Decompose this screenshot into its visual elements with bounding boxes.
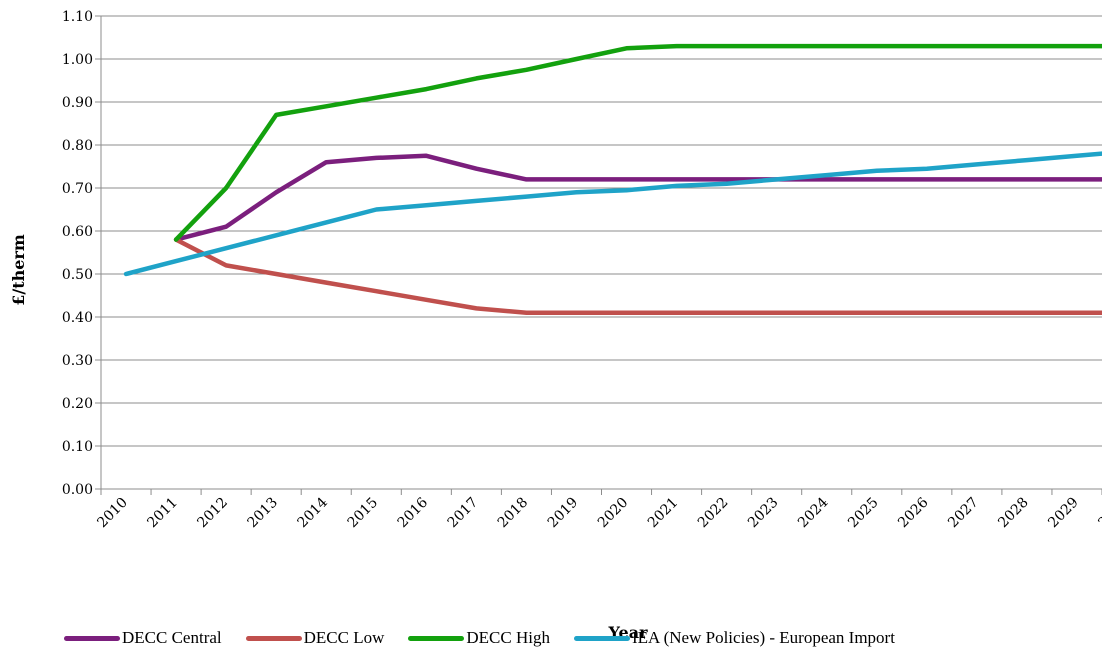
x-tick-label: 2030 xyxy=(1095,495,1102,532)
x-tick-label: 2010 xyxy=(94,495,131,532)
legend-swatch xyxy=(64,635,120,641)
y-tick-label: 0.50 xyxy=(62,267,93,283)
x-tick-label: 2020 xyxy=(595,495,632,532)
x-tick-label: 2018 xyxy=(495,495,532,532)
y-tick-label: 0.40 xyxy=(62,310,93,326)
x-tick-label: 2019 xyxy=(545,495,582,532)
x-tick-label: 2021 xyxy=(645,495,682,532)
x-tick-label: 2026 xyxy=(895,494,932,531)
gridlines xyxy=(100,15,1102,490)
x-tick-label: 2013 xyxy=(244,495,281,532)
y-tick-label: 0.90 xyxy=(62,95,93,111)
y-tick-label: 0.80 xyxy=(62,138,93,154)
x-tick-label: 2029 xyxy=(1045,495,1082,532)
legend-item: DECC Central xyxy=(64,628,222,648)
legend-label: DECC High xyxy=(466,628,550,647)
x-tick-label: 2028 xyxy=(995,495,1032,532)
series-lines xyxy=(123,43,1102,315)
series-line-1 xyxy=(173,237,1102,315)
y-tick-label: 0.70 xyxy=(62,181,93,197)
legend-label: DECC Central xyxy=(122,628,222,647)
x-axis-ticks: 2010 2011 2012 2013 2014 2015 2016 2017 2018 2019… xyxy=(94,489,1102,531)
x-tick-label: 2027 xyxy=(945,495,982,532)
x-tick-label: 2011 xyxy=(144,495,181,532)
legend-item: DECC Low xyxy=(245,628,385,648)
y-axis-title: £/therm xyxy=(9,234,28,306)
series-line-3 xyxy=(123,151,1102,277)
y-tick-label: 0.30 xyxy=(62,353,93,369)
legend: DECC Central DECC Low DECC High IEA (New Po… xyxy=(64,628,919,648)
legend-label: DECC Low xyxy=(303,628,385,647)
x-tick-label: 2017 xyxy=(445,495,482,532)
y-tick-label: 0.60 xyxy=(62,224,93,240)
legend-swatch xyxy=(408,635,465,641)
x-tick-label: 2016 xyxy=(395,494,432,531)
x-tick-label: 2024 xyxy=(795,494,832,531)
x-tick-label: 2012 xyxy=(194,495,231,532)
legend-swatch xyxy=(245,635,302,641)
y-tick-label: 0.20 xyxy=(62,396,93,412)
series-line-2 xyxy=(173,43,1102,242)
legend-item: DECC High xyxy=(408,628,550,648)
y-tick-label: 1.10 xyxy=(62,9,93,25)
x-tick-label: 2025 xyxy=(845,495,882,532)
x-tick-label: 2023 xyxy=(745,495,782,532)
y-tick-label: 0.00 xyxy=(62,482,93,498)
legend-label: IEA (New Policies) - European Import xyxy=(631,628,895,647)
x-tick-label: 2015 xyxy=(345,495,382,532)
y-tick-label: 0.10 xyxy=(62,439,93,455)
x-tick-label: 2014 xyxy=(295,494,332,531)
y-tick-label: 1.00 xyxy=(62,52,93,68)
x-tick-label: 2022 xyxy=(695,495,732,532)
legend-item: IEA (New Policies) - European Import xyxy=(573,628,895,648)
legend-swatch xyxy=(573,635,630,641)
y-axis-ticks: 0.00 0.10 0.20 0.30 0.40 0.50 0.60 0.70 0.80 0.90… xyxy=(62,9,101,498)
series-line-0 xyxy=(173,153,1102,242)
